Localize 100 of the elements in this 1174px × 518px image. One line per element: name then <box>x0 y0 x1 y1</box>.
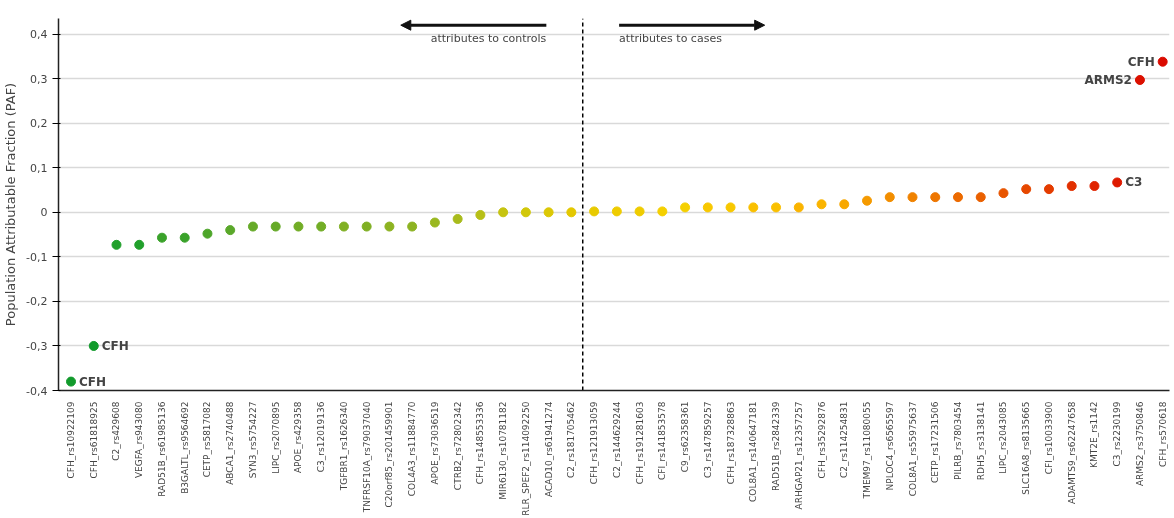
x-tick-label: COL8A1_rs140647181 <box>748 401 759 502</box>
x-tick-label: CETP_rs5817082 <box>202 401 213 478</box>
point <box>1134 74 1145 85</box>
annotation: CFH <box>1127 54 1155 69</box>
y-tick-label: -0,1 <box>26 250 48 264</box>
x-tick-label: MIR6130_rs10781182 <box>498 401 509 500</box>
x-tick-label: LIPC_rs2043085 <box>998 401 1009 474</box>
annotation: C3 <box>1125 175 1143 190</box>
point <box>611 206 622 217</box>
x-tick-label: C20orf85_rs201459901 <box>384 401 395 508</box>
x-tick-label: ARHGAP21_rs12357257 <box>793 401 804 510</box>
x-tick-label: ARMS2_rs3750846 <box>1134 401 1145 487</box>
point <box>202 228 213 239</box>
point <box>270 221 281 232</box>
x-tick-label: CFH_rs35292876 <box>816 401 827 479</box>
point <box>543 207 554 218</box>
point <box>156 232 167 243</box>
point <box>884 192 895 203</box>
point <box>771 202 782 213</box>
point <box>179 232 190 243</box>
y-tick-label: 0 <box>40 206 48 220</box>
point <box>793 202 804 213</box>
point <box>1089 181 1100 191</box>
y-tick-label: 0,2 <box>30 117 48 131</box>
x-tick-label: KMT2E_rs1142 <box>1089 401 1100 468</box>
annotation: CFH <box>79 374 107 389</box>
point <box>134 239 145 250</box>
point <box>293 221 304 232</box>
x-tick-label: TMEM97_rs11080055 <box>862 401 873 500</box>
x-tick-label: ACAD10_rs61941274 <box>543 401 554 498</box>
x-tick-label: APOE_rs73036519 <box>429 401 440 485</box>
x-tick-label: CFH_rs191281603 <box>634 401 645 485</box>
x-tick-label: CFH_rs121913059 <box>589 401 600 485</box>
point <box>930 192 941 203</box>
point <box>657 206 668 217</box>
x-tick-label: C2_rs144629244 <box>611 401 622 478</box>
x-tick-label: SLC16A8_rs8135665 <box>1021 401 1032 495</box>
point <box>1021 184 1032 195</box>
x-tick-label: NPLOC4_rs6565597 <box>884 401 895 491</box>
point <box>1043 184 1054 195</box>
point <box>316 221 327 232</box>
x-tick-label: RAD51B_rs61985136 <box>156 401 167 497</box>
x-tick-label: RLR_SPEF2_rs114092250 <box>520 401 531 516</box>
x-tick-label: RAD51B_rs2842339 <box>771 401 782 492</box>
x-tick-label: C3_rs147859257 <box>702 401 713 478</box>
x-tick-label: CFH_rs570618 <box>1157 401 1168 467</box>
point <box>407 221 418 232</box>
point <box>429 217 440 228</box>
x-tick-label: VEGFA_rs943080 <box>134 401 145 479</box>
point <box>862 195 873 206</box>
point <box>111 239 122 250</box>
point <box>361 221 372 232</box>
x-tick-label: CFI_rs10033900 <box>1043 401 1054 475</box>
x-tick-label: TNFRSF10A_rs79037040 <box>361 401 372 514</box>
point <box>66 376 77 387</box>
point <box>452 213 463 224</box>
x-tick-label: CFH_rs187328863 <box>725 401 736 485</box>
point <box>520 207 531 218</box>
x-tick-label: RDH5_rs3138141 <box>975 401 986 481</box>
point <box>998 188 1009 199</box>
x-tick-label: C2_rs429608 <box>111 401 122 461</box>
x-tick-label: ABCA1_rs2740488 <box>225 401 236 485</box>
x-tick-label: SYN3_rs5754227 <box>247 401 258 479</box>
x-tick-label: CTRB2_rs72802342 <box>452 401 463 491</box>
x-tick-label: C9_rs62358361 <box>680 401 691 473</box>
point <box>702 202 713 213</box>
x-tick-label: COL8A1_rs55975637 <box>907 401 918 497</box>
y-tick-label: 0,3 <box>30 72 48 86</box>
x-tick-label: C2_rs181705462 <box>566 401 577 478</box>
x-tick-label: CFH_rs10922109 <box>66 401 77 479</box>
point <box>498 207 509 218</box>
x-tick-label: COL4A3_rs11884770 <box>407 401 418 497</box>
x-tick-label: ADAMTS9_rs62247658 <box>1066 401 1077 504</box>
annotation: attributes to controls <box>430 32 547 46</box>
x-tick-label: LIPC_rs2070895 <box>270 401 281 474</box>
point <box>975 192 986 203</box>
x-tick-label: B3GALTL_rs9564692 <box>179 401 190 494</box>
point <box>247 221 258 232</box>
point <box>88 340 99 351</box>
x-tick-label: CFI_rs141853578 <box>657 401 668 481</box>
point <box>1157 56 1168 67</box>
point <box>1066 181 1077 191</box>
point <box>384 221 395 232</box>
x-tick-label: APOE_rs429358 <box>293 401 304 474</box>
x-tick-label: CFH_rs61818925 <box>88 401 99 479</box>
point <box>634 206 645 217</box>
x-tick-label: CFH_rs148553336 <box>475 401 486 485</box>
point <box>1112 177 1123 188</box>
x-tick-label: TGFBR1_rs1626340 <box>338 401 349 492</box>
point <box>475 209 486 220</box>
x-tick-label: C2_rs114254831 <box>839 401 850 478</box>
y-axis-title: Population Attributable Fraction (PAF) <box>3 82 19 327</box>
point <box>589 206 600 217</box>
y-tick-label: -0,4 <box>26 384 48 398</box>
y-tick-label: 0,1 <box>30 161 48 175</box>
y-tick-label: -0,3 <box>26 339 48 353</box>
point <box>680 202 691 213</box>
point <box>839 199 850 210</box>
x-tick-label: PILRB_rs7803454 <box>952 401 963 480</box>
point <box>952 192 963 203</box>
